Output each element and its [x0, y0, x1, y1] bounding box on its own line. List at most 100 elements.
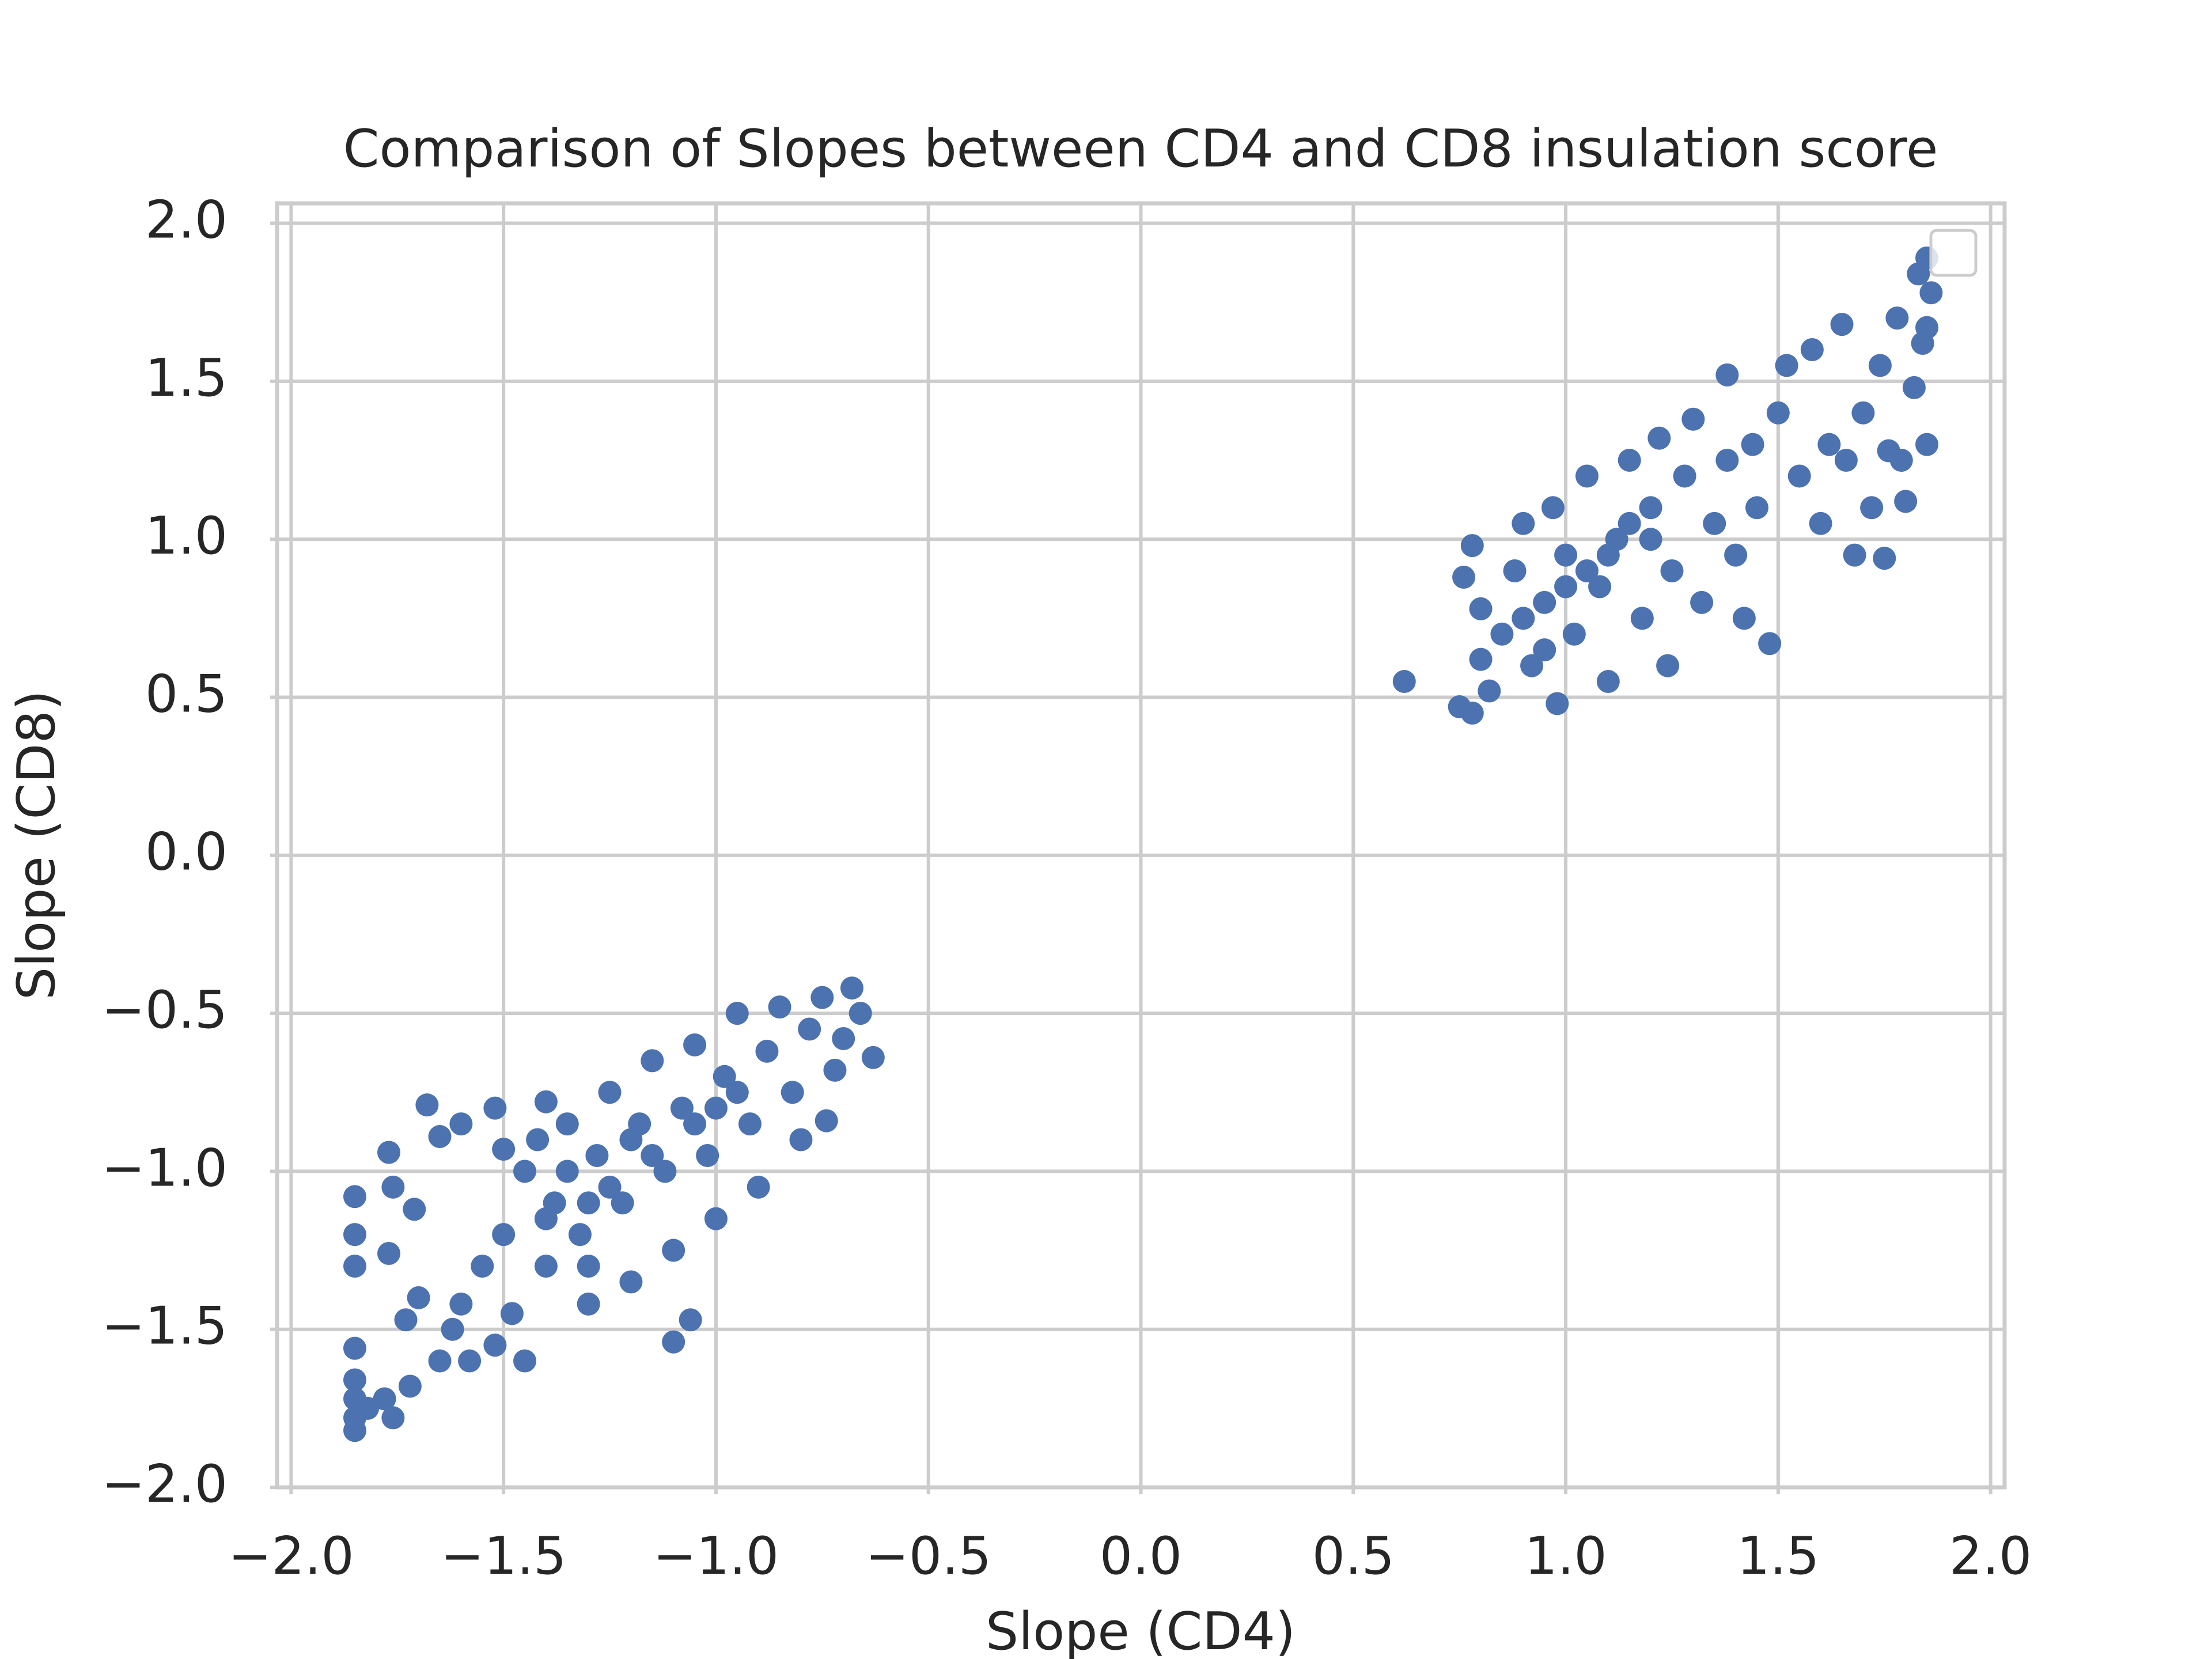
scatter-point [1460, 701, 1484, 725]
scatter-point [798, 1017, 821, 1041]
scatter-point [683, 1112, 707, 1136]
scatter-point [1596, 543, 1620, 567]
scatter-point [1533, 590, 1556, 614]
scatter-point [428, 1125, 452, 1149]
scatter-point [670, 1096, 694, 1120]
scatter-point [1775, 354, 1798, 377]
x-tick-label: −1.0 [653, 1526, 779, 1586]
scatter-point [789, 1128, 813, 1152]
scatter-point [1873, 547, 1896, 570]
y-tick-label: 1.5 [145, 348, 228, 408]
y-tick-label: 2.0 [145, 190, 228, 250]
scatter-point [1766, 401, 1790, 425]
scatter-point [653, 1160, 677, 1183]
scatter-point [1715, 363, 1739, 387]
scatter-point [1800, 338, 1824, 362]
scatter-point [1741, 433, 1764, 456]
scatter-point [1554, 575, 1578, 599]
scatter-point [555, 1160, 579, 1183]
scatter-point [1575, 559, 1599, 583]
scatter-point [781, 1081, 804, 1104]
scatter-point [619, 1270, 643, 1294]
scatter-point [1915, 316, 1939, 339]
scatter-point [377, 1141, 400, 1164]
scatter-point [492, 1223, 516, 1247]
y-tick-label: −0.5 [101, 980, 228, 1040]
scatter-point [1596, 670, 1620, 694]
scatter-point [1520, 654, 1544, 677]
scatter-point [815, 1109, 838, 1132]
y-tick-label: −1.5 [101, 1296, 228, 1357]
y-axis-label: Slope (CD8) [6, 690, 67, 1000]
scatter-point [1490, 622, 1514, 646]
scatter-point [394, 1308, 418, 1332]
y-tick-label: −1.0 [101, 1138, 228, 1198]
scatter-point [1894, 490, 1918, 513]
scatter-point [1690, 590, 1714, 614]
scatter-point [1554, 543, 1578, 567]
scatter-point [1533, 638, 1556, 662]
scatter-point [1512, 512, 1535, 535]
scatter-point [403, 1198, 426, 1221]
x-tick-label: −2.0 [228, 1526, 354, 1586]
scatter-point [861, 1046, 885, 1069]
scatter-point [1860, 496, 1884, 520]
scatter-point [1647, 426, 1671, 450]
scatter-point [725, 1002, 749, 1025]
scatter-point [441, 1317, 464, 1341]
scatter-point [577, 1254, 600, 1278]
x-axis-label: Slope (CD4) [986, 1601, 1296, 1659]
scatter-point [458, 1349, 482, 1373]
scatter-point [768, 995, 791, 1019]
x-tick-label: 0.0 [1100, 1526, 1182, 1586]
scatter-point [415, 1093, 439, 1117]
scatter-point [500, 1302, 524, 1325]
scatter-point [713, 1065, 736, 1088]
scatter-point [598, 1081, 622, 1104]
scatter-point [1656, 654, 1680, 677]
scatter-point [755, 1039, 779, 1063]
axes-frame [275, 201, 2007, 1490]
scatter-point [1452, 566, 1476, 589]
scatter-point [449, 1112, 473, 1136]
scatter-point [1639, 496, 1662, 520]
scatter-point [1681, 407, 1705, 431]
scatter-point [398, 1374, 422, 1398]
scatter-point [577, 1292, 600, 1316]
scatter-point [1724, 543, 1748, 567]
scatter-point [577, 1191, 600, 1215]
scatter-point [1915, 433, 1939, 456]
y-tick-label: 0.0 [145, 822, 228, 882]
x-tick-label: −1.5 [441, 1526, 567, 1586]
scatter-point [1660, 559, 1684, 583]
scatter-point [483, 1096, 507, 1120]
scatter-point [1541, 496, 1565, 520]
scatter-point [1546, 692, 1569, 715]
scatter-point [1830, 313, 1854, 336]
x-tick-label: 2.0 [1949, 1526, 2032, 1586]
scatter-point [1787, 464, 1811, 488]
scatter-point [810, 986, 834, 1009]
scatter-point [343, 1254, 366, 1278]
scatter-point [662, 1238, 685, 1262]
scatter-point [555, 1112, 579, 1136]
scatter-point [619, 1128, 643, 1152]
scatter-point [1460, 534, 1484, 558]
scatter-point [1575, 464, 1599, 488]
scatter-point [1512, 607, 1535, 630]
scatter-point [1843, 543, 1866, 567]
scatter-point [725, 1081, 749, 1104]
x-tick-label: 1.0 [1525, 1526, 1607, 1586]
scatter-point [1885, 306, 1909, 330]
scatter-point [1809, 512, 1832, 535]
scatter-point [492, 1137, 516, 1161]
scatter-point [381, 1406, 405, 1430]
scatter-point [1503, 559, 1527, 583]
scatter-point [381, 1175, 405, 1199]
scatter-point [343, 1419, 366, 1442]
x-tick-label: 1.5 [1737, 1526, 1819, 1586]
scatter-point [823, 1058, 847, 1082]
